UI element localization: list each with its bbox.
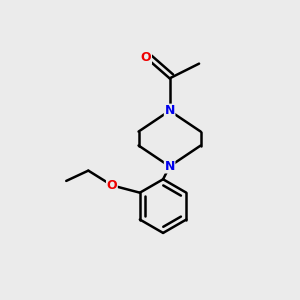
Text: O: O <box>141 51 152 64</box>
Text: N: N <box>164 160 175 173</box>
Text: N: N <box>164 104 175 117</box>
Text: O: O <box>106 179 117 192</box>
